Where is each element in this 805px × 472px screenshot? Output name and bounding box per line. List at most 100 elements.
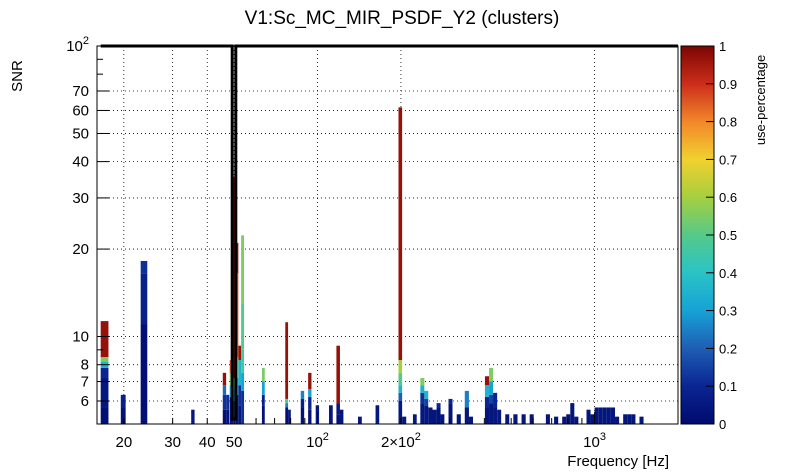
heatmap-cell xyxy=(493,392,498,408)
heatmap-cell xyxy=(420,392,425,404)
heatmap-cell xyxy=(308,388,312,397)
y-tick-label-exponent: 2 xyxy=(83,35,89,47)
heatmap-cell xyxy=(566,414,571,424)
colorbar-tick-label: 0.5 xyxy=(719,228,737,243)
heatmap-cell xyxy=(545,414,550,424)
heatmap-cell xyxy=(398,372,403,386)
x-tick-label: 102 xyxy=(306,431,329,451)
heatmap-cell xyxy=(484,396,490,408)
black-outline-series xyxy=(100,44,678,421)
heatmap-cell xyxy=(432,409,437,424)
heatmap-cell xyxy=(328,405,333,424)
heatmap-cell xyxy=(261,394,265,406)
heatmap-cell xyxy=(241,390,245,424)
heatmap-cell xyxy=(497,409,502,424)
x-tick-label-exponent: 3 xyxy=(600,431,606,443)
colorbar-tick-label: 0.9 xyxy=(719,77,737,92)
heatmap-cell xyxy=(285,322,289,399)
colorbar-tick-label: 0.6 xyxy=(719,190,737,205)
heatmap-cell xyxy=(222,394,227,410)
heatmap-cell xyxy=(627,414,632,424)
heatmap-cell xyxy=(100,377,109,408)
heatmap-cell xyxy=(100,407,109,424)
heatmap-cells xyxy=(100,107,644,424)
heatmap-cell xyxy=(238,385,242,406)
heatmap-cell xyxy=(238,345,242,361)
y-tick-label: 10 xyxy=(72,329,89,346)
heatmap-cell xyxy=(241,303,245,350)
heatmap-cell xyxy=(505,414,510,424)
y-axis-label: SNR xyxy=(9,60,26,92)
heatmap-cell xyxy=(238,405,242,424)
y-tick-label: 60 xyxy=(72,102,89,119)
plot-frame xyxy=(96,45,679,425)
heatmap-cell xyxy=(398,385,403,393)
heatmap-cell xyxy=(398,400,403,424)
heatmap-cell xyxy=(412,414,417,424)
heatmap-cell xyxy=(285,398,289,404)
heatmap-cell xyxy=(631,414,636,424)
heatmap-cell xyxy=(300,398,305,408)
heatmap-cell xyxy=(420,403,425,424)
heatmap-cell xyxy=(436,407,441,424)
colorbar-tick-label: 0.7 xyxy=(719,152,737,167)
heatmap-cell xyxy=(308,409,312,424)
heatmap-cell xyxy=(570,403,575,424)
heatmap-cell xyxy=(440,414,445,424)
heatmap-cell xyxy=(489,394,494,404)
heatmap-cell xyxy=(100,357,109,362)
heatmap-cell xyxy=(261,405,265,424)
colorbar-tick-label: 0.4 xyxy=(719,266,737,281)
y-tick-label: 50 xyxy=(72,125,89,142)
heatmap-cell xyxy=(222,385,227,395)
heatmap-cell xyxy=(241,372,245,391)
heatmap-cell xyxy=(191,409,195,424)
heatmap-cell xyxy=(468,416,473,424)
heatmap-cell xyxy=(398,360,403,373)
heatmap-cell xyxy=(639,416,644,424)
y-tick-label: 8 xyxy=(81,357,89,374)
heatmap-cell xyxy=(308,396,312,410)
x-tick-label-exponent: 2 xyxy=(323,431,329,443)
heatmap-cell xyxy=(100,367,109,378)
heatmap-cell xyxy=(358,416,362,424)
y-tick-label: 7 xyxy=(81,374,89,391)
heatmap-cell xyxy=(285,407,289,424)
x-tick-label: 50 xyxy=(226,434,243,451)
x-tick-label: 103 xyxy=(583,431,606,451)
heatmap-cell xyxy=(489,403,494,424)
heatmap-cell xyxy=(521,414,526,424)
heatmap-cell xyxy=(420,377,425,386)
heatmap-cell xyxy=(562,416,567,424)
y-tick-label: 20 xyxy=(72,241,89,258)
heatmap-cell xyxy=(261,367,265,382)
heatmap-cell xyxy=(241,349,245,373)
heatmap-cell xyxy=(464,407,469,424)
heatmap-cell xyxy=(402,416,407,424)
heatmap-cell xyxy=(554,416,559,424)
heatmap-cell xyxy=(484,385,490,397)
heatmap-cell xyxy=(100,321,109,358)
colorbar-tick-label: 1 xyxy=(719,39,726,54)
heatmap-cell xyxy=(222,372,227,386)
heatmap-cell xyxy=(241,235,245,304)
heatmap-cell xyxy=(424,398,429,406)
x-tick-label: 20 xyxy=(116,434,133,451)
heatmap-cell xyxy=(529,414,534,424)
heatmap-cell xyxy=(484,407,490,424)
heatmap-cell xyxy=(261,381,265,395)
colorbar-tick-label: 0.1 xyxy=(719,379,737,394)
heatmap-cell xyxy=(464,390,469,408)
x-tick-label-exponent: 2 xyxy=(415,431,421,443)
heatmap-cell xyxy=(339,409,344,424)
heatmap-cell xyxy=(594,407,599,424)
heatmap-cell xyxy=(606,407,611,424)
heatmap-cell xyxy=(598,407,603,424)
colorbar-ticks: 0 0.1 0.2 0.3 0.4 0.5 0.6 0.7 0.8 0.9 1 xyxy=(706,39,737,432)
heatmap-cell xyxy=(610,407,616,424)
heatmap-cell xyxy=(226,409,230,424)
x-tick-label: 2×102 xyxy=(381,431,421,451)
heatmap-cell xyxy=(448,398,453,404)
